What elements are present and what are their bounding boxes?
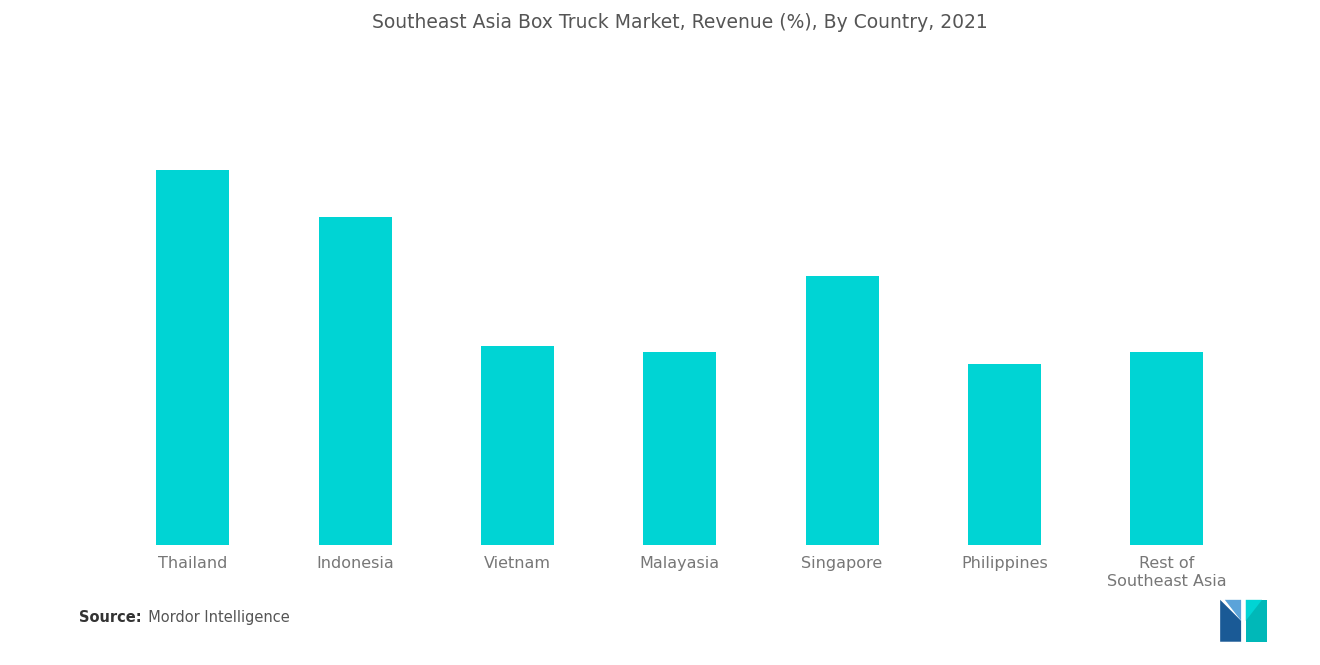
Bar <box>318 217 392 545</box>
Bar <box>480 346 554 545</box>
Bar <box>156 170 230 545</box>
Polygon shape <box>1246 600 1267 642</box>
Bar <box>968 364 1041 545</box>
Bar <box>643 352 717 545</box>
Bar <box>805 276 879 545</box>
Bar <box>1130 352 1204 545</box>
Polygon shape <box>1225 600 1241 621</box>
Text: Source:: Source: <box>79 610 141 625</box>
Polygon shape <box>1220 600 1241 642</box>
Title: Southeast Asia Box Truck Market, Revenue (%), By Country, 2021: Southeast Asia Box Truck Market, Revenue… <box>372 13 987 32</box>
Text: Mordor Intelligence: Mordor Intelligence <box>139 610 289 625</box>
Polygon shape <box>1246 600 1262 621</box>
